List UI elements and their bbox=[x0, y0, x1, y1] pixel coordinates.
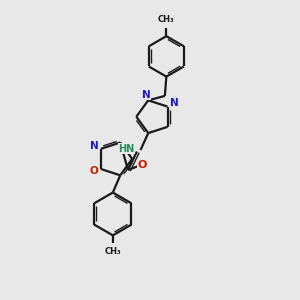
Text: N: N bbox=[90, 141, 99, 152]
Text: N: N bbox=[170, 98, 178, 108]
Text: O: O bbox=[89, 167, 98, 176]
Text: CH₃: CH₃ bbox=[104, 247, 121, 256]
Text: CH₃: CH₃ bbox=[158, 15, 175, 24]
Text: O: O bbox=[138, 160, 147, 170]
Text: N: N bbox=[142, 90, 151, 100]
Text: HN: HN bbox=[118, 144, 135, 154]
